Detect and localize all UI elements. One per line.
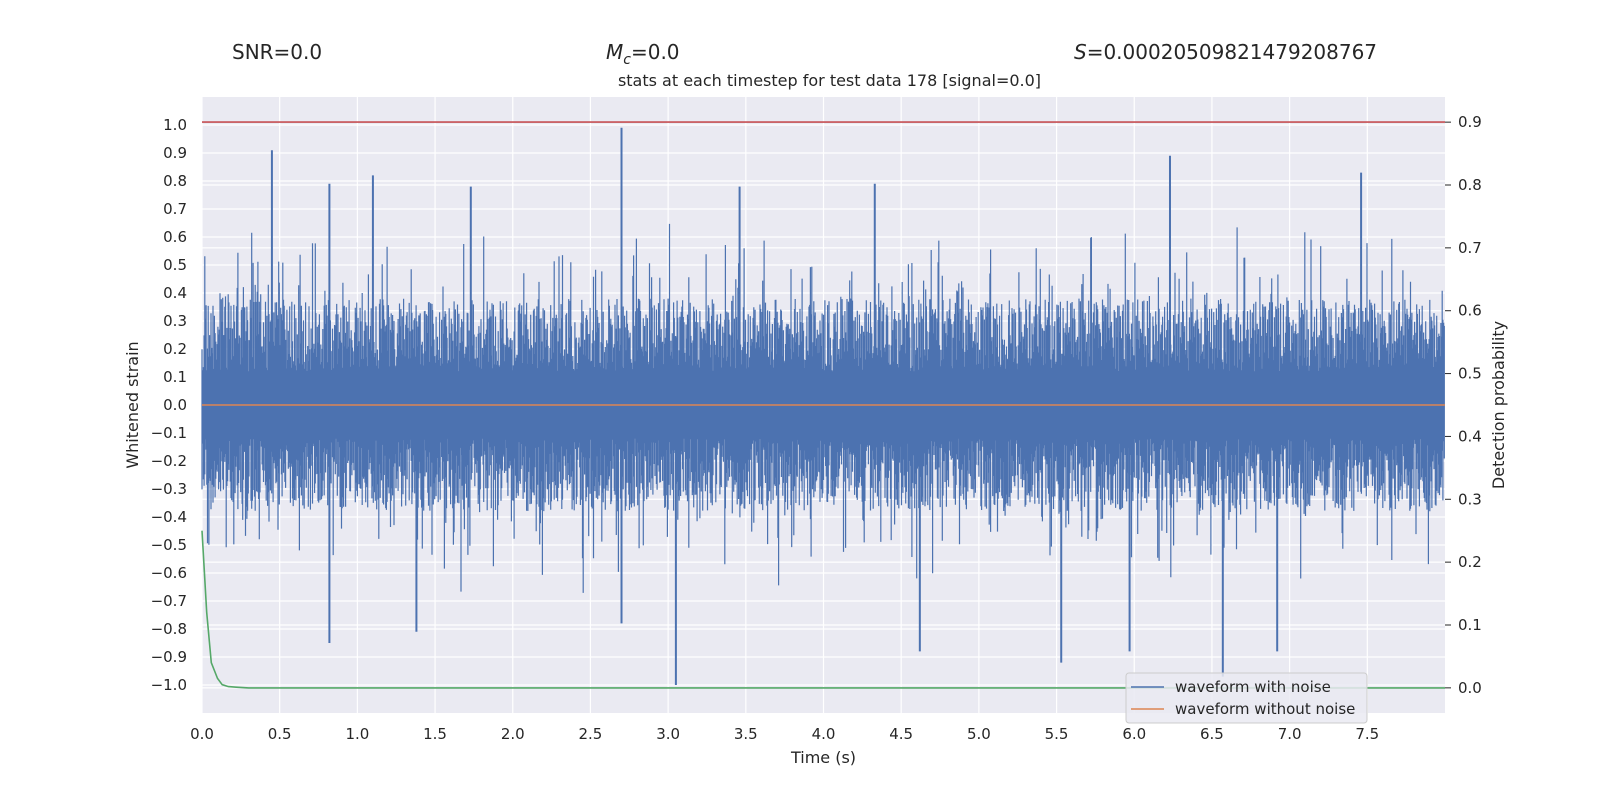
chirp-mass-subscript: c [623,52,631,68]
y-tick-label: −0.5 [151,536,187,554]
statistic-value: =0.00020509821479208767 [1086,40,1378,64]
detection-probability-line [201,530,1445,689]
chirp-mass-symbol: M [606,40,624,64]
statistic-symbol: S [1074,40,1087,64]
axes-layer: 0.0 0.5 1.0 1.5 2.0 2.5 3.0 3.5 4.0 4.5 5.0 5.5 6.0 6… [151,113,1482,743]
x-tick-label: 0.0 [190,725,214,743]
y-tick-label: 0.2 [163,340,187,358]
y-tick-label: 0.0 [163,396,187,414]
y-axis-label: Whitened strain [123,341,142,468]
x-tick-label: 4.5 [889,725,913,743]
y-tick-label: −0.3 [151,480,187,498]
y-tick-label: 0.7 [163,200,187,218]
y-tick-label: −0.4 [151,508,187,526]
y-tick-label: 0.3 [163,312,187,330]
y-tick-label: 0.1 [163,368,187,386]
x-tick-label: 4.0 [812,725,836,743]
line-series-layer [201,121,1445,689]
y2-tick-label: 0.4 [1458,427,1482,445]
snr-label: SNR=0.0 [232,40,323,64]
x-tick-label: 5.5 [1045,725,1069,743]
x-tick-label: 0.5 [268,725,292,743]
y-tick-label: −0.7 [151,592,187,610]
y-tick-label: −0.6 [151,564,187,582]
y-tick-label: −0.1 [151,424,187,442]
noise-trace [201,223,1445,593]
x-tick-label: 1.5 [423,725,447,743]
chirp-mass-value: =0.0 [630,40,680,64]
y-tick-label: 0.6 [163,228,187,246]
noise-series-layer [201,127,1445,685]
y-tick-label: 1.0 [163,116,187,134]
legend-label-clean: waveform without noise [1175,700,1355,718]
x-tick-label: 2.5 [579,725,603,743]
chart-title: stats at each timestep for test data 178… [618,71,1041,90]
x-tick-label: 2.0 [501,725,525,743]
x-axis-label: Time (s) [790,748,856,767]
x-tick-label: 1.0 [345,725,369,743]
y-tick-label: −1.0 [151,676,187,694]
y2-tick-label: 0.6 [1458,302,1482,320]
y2-tick-label: 0.0 [1458,679,1482,697]
y-tick-label: 0.9 [163,144,187,162]
y-tick-label: 0.4 [163,284,187,302]
y-tick-label: 0.8 [163,172,187,190]
y2-tick-label: 0.7 [1458,239,1482,257]
chirp-mass-label: Mc=0.0 [606,40,680,68]
x-tick-label: 6.0 [1122,725,1146,743]
y2-tick-label: 0.1 [1458,616,1482,634]
y2-tick-label: 0.2 [1458,553,1482,571]
x-tick-label: 6.5 [1200,725,1224,743]
y2-tick-label: 0.5 [1458,365,1482,383]
x-tick-label: 3.5 [734,725,758,743]
y-tick-label: −0.8 [151,620,187,638]
x-tick-label: 7.5 [1355,725,1379,743]
y2-axis-label: Detection probability [1489,321,1508,489]
legend: waveform with noise waveform without noi… [1125,672,1368,724]
y-tick-label: −0.2 [151,452,187,470]
y-tick-label: −0.9 [151,648,187,666]
y2-tick-label: 0.9 [1458,113,1482,131]
y2-tick-label: 0.3 [1458,490,1482,508]
statistic-label: S=0.00020509821479208767 [1074,40,1377,64]
y2-tick-label: 0.8 [1458,176,1482,194]
legend-label-noise: waveform with noise [1175,678,1331,696]
x-tick-label: 3.0 [656,725,680,743]
legend-box [1125,672,1368,724]
x-tick-label: 7.0 [1278,725,1302,743]
y-tick-label: 0.5 [163,256,187,274]
x-tick-label: 5.0 [967,725,991,743]
